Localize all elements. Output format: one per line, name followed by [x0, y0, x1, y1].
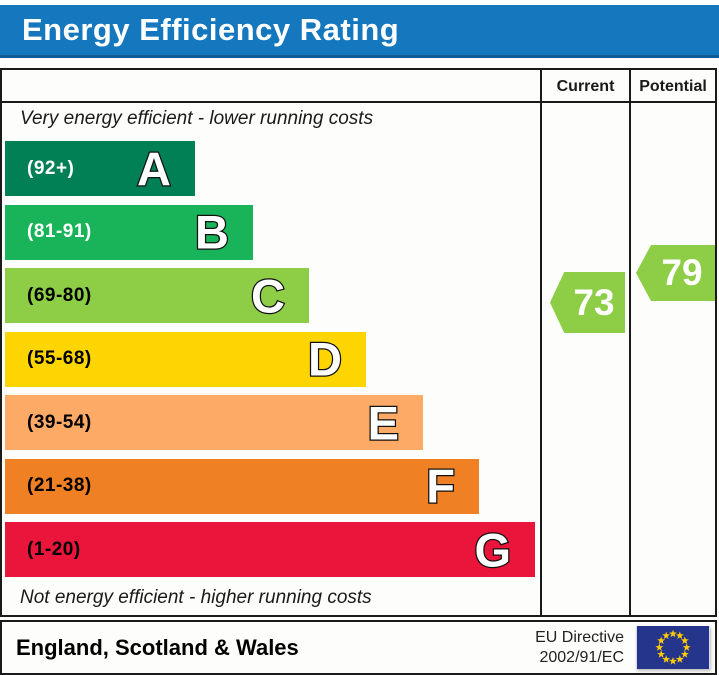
chart-frame: Current Potential Very energy efficient … [0, 68, 717, 617]
band-range-label: (92+) [27, 157, 75, 179]
band-c: (69-80) C [5, 268, 535, 323]
band-bar: (39-54) E [5, 395, 423, 450]
band-letter: B [194, 205, 230, 259]
current-rating-value: 73 [573, 281, 615, 323]
eu-directive-label: EU Directive 2002/91/EC [535, 628, 636, 668]
band-letter: C [250, 269, 286, 322]
eu-flag-icon [636, 626, 710, 669]
band-bar: (21-38) F [5, 458, 479, 514]
current-column-header: Current [556, 77, 615, 95]
potential-rating-value: 79 [661, 252, 703, 293]
band-a: (92+) A [5, 141, 535, 196]
band-letter: D [307, 332, 343, 386]
band-letter: E [366, 396, 400, 449]
band-range-label: (81-91) [27, 221, 92, 242]
band-bar: (1-20) G [5, 522, 535, 577]
band-letter: G [473, 523, 512, 576]
bottom-note: Not energy efficient - higher running co… [20, 587, 372, 608]
band-bar: (92+) A [5, 141, 195, 196]
bands: (92+) A (81-91) B (69-80) C (55-68) D (39-54) E (2… [5, 141, 535, 586]
region-label: England, Scotland & Wales [16, 634, 299, 660]
band-f: (21-38) F [5, 458, 535, 514]
band-range-label: (39-54) [27, 411, 92, 433]
band-range-label: (1-20) [27, 538, 81, 560]
column-header-row: Current Potential [2, 70, 715, 103]
band-letter: F [425, 459, 456, 513]
eu-directive-line1: EU Directive [535, 628, 624, 646]
title-bar: Energy Efficiency Rating [0, 5, 719, 58]
band-range-label: (55-68) [27, 348, 92, 369]
current-column-divider [540, 70, 542, 615]
page-title: Energy Efficiency Rating [22, 12, 400, 47]
potential-column-header: Potential [639, 77, 707, 95]
eu-directive-line2: 2002/91/EC [539, 648, 624, 666]
top-note: Very energy efficient - lower running co… [20, 108, 374, 129]
band-letter: A [136, 142, 172, 195]
potential-rating-marker: 79 [636, 245, 715, 301]
band-bar: (55-68) D [5, 331, 366, 387]
current-rating-marker: 73 [550, 272, 625, 333]
potential-column-divider [629, 70, 631, 615]
band-g: (1-20) G [5, 522, 535, 577]
band-bar: (81-91) B [5, 204, 253, 260]
band-range-label: (21-38) [27, 475, 92, 496]
footer-bar: England, Scotland & Wales EU Directive 2… [0, 620, 717, 675]
band-b: (81-91) B [5, 204, 535, 260]
band-bar: (69-80) C [5, 268, 309, 323]
band-range-label: (69-80) [27, 284, 92, 306]
band-d: (55-68) D [5, 331, 535, 387]
band-e: (39-54) E [5, 395, 535, 450]
